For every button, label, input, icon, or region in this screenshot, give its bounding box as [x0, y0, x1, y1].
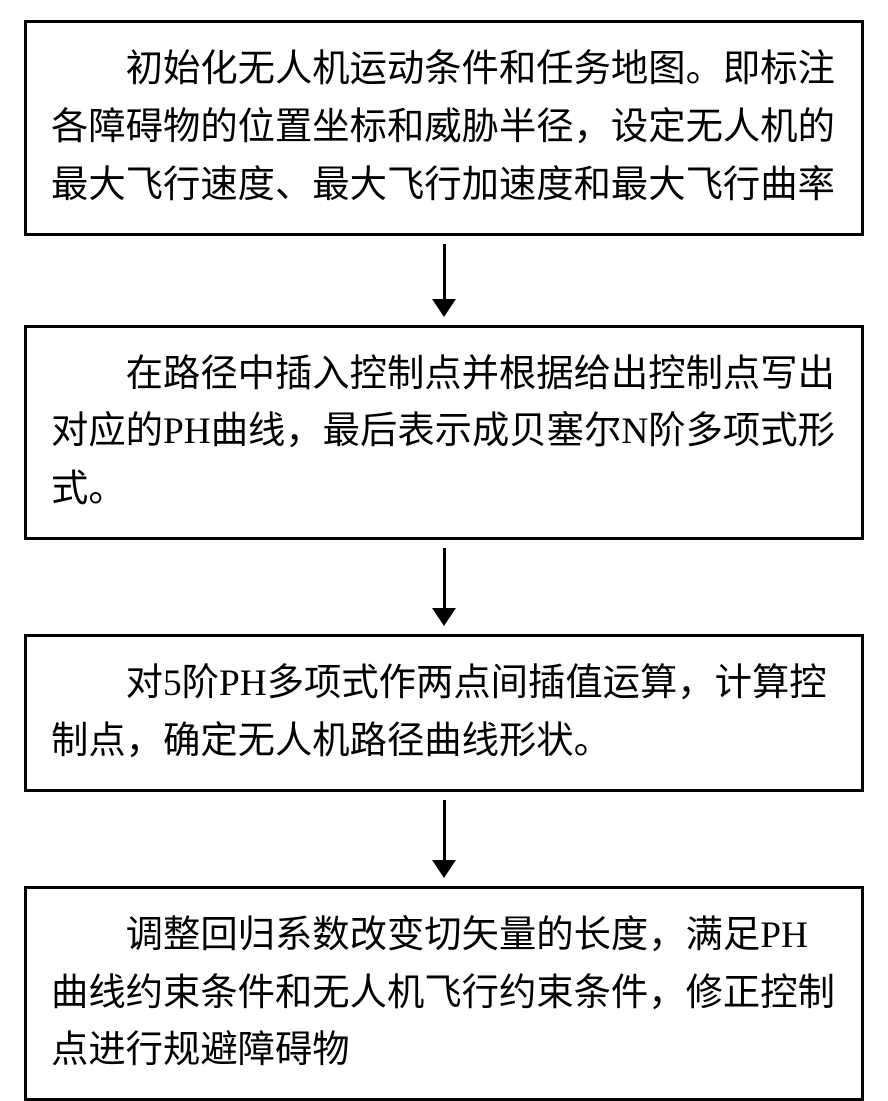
flow-step-4: 调整回归系数改变切矢量的长度，满足PH曲线约束条件和无人机飞行约束条件，修正控制…	[24, 886, 864, 1101]
arrow-1	[432, 244, 456, 317]
arrow-2	[432, 548, 456, 626]
step-text: 调整回归系数改变切矢量的长度，满足PH曲线约束条件和无人机飞行约束条件，修正控制…	[51, 907, 837, 1081]
flow-step-2: 在路径中插入控制点并根据给出控制点写出对应的PH曲线，最后表示成贝塞尔N阶多项式…	[24, 325, 864, 541]
flow-step-1: 初始化无人机运动条件和任务地图。即标注各障碍物的位置坐标和威胁半径，设定无人机的…	[24, 20, 864, 236]
arrow-line	[443, 548, 446, 608]
step-text: 在路径中插入控制点并根据给出控制点写出对应的PH曲线，最后表示成贝塞尔N阶多项式…	[51, 346, 837, 520]
arrow-3	[432, 800, 456, 878]
flow-step-3: 对5阶PH多项式作两点间插值运算，计算控制点，确定无人机路径曲线形状。	[24, 634, 864, 792]
arrow-line	[443, 800, 446, 860]
arrow-line	[443, 244, 446, 299]
step-text: 初始化无人机运动条件和任务地图。即标注各障碍物的位置坐标和威胁半径，设定无人机的…	[51, 41, 837, 215]
arrow-head-icon	[432, 608, 456, 626]
arrow-head-icon	[432, 299, 456, 317]
step-text: 对5阶PH多项式作两点间插值运算，计算控制点，确定无人机路径曲线形状。	[51, 655, 837, 771]
arrow-head-icon	[432, 860, 456, 878]
